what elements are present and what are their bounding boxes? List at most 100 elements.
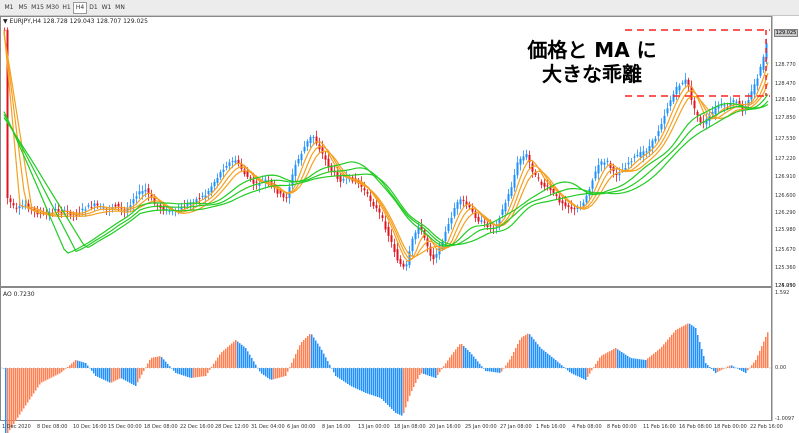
timeframe-h4[interactable]: H4 xyxy=(73,2,87,14)
candle-body xyxy=(735,101,738,103)
time-axis-label: 1 Feb 16:00 xyxy=(536,424,566,430)
candle-body xyxy=(663,115,666,124)
ao-bar xyxy=(69,365,71,368)
ao-bar xyxy=(141,368,143,375)
time-axis-label: 8 Dec 08:00 xyxy=(37,424,68,430)
ao-bar xyxy=(501,368,503,372)
candle-body xyxy=(420,225,423,231)
ma-fast-line xyxy=(3,31,769,260)
timeframe-mn[interactable]: MN xyxy=(115,4,125,11)
candle-body xyxy=(219,172,222,178)
ao-bar xyxy=(311,334,313,368)
ao-bar xyxy=(341,368,343,380)
ao-bar xyxy=(711,368,713,369)
ao-bar xyxy=(175,368,177,373)
candle-body xyxy=(186,203,189,206)
ao-bar xyxy=(3,368,5,369)
ao-bar xyxy=(363,368,365,393)
ao-bar xyxy=(55,368,57,376)
candle-body xyxy=(90,207,93,209)
ao-bar xyxy=(529,334,531,368)
ao-bar xyxy=(679,327,681,368)
ao-bar xyxy=(351,368,353,387)
candle-body xyxy=(189,202,192,205)
candle-body xyxy=(138,191,141,195)
candle-body xyxy=(534,171,537,175)
ao-bar xyxy=(233,341,235,368)
timeframe-w1[interactable]: W1 xyxy=(101,4,112,11)
ao-bar xyxy=(633,358,635,368)
candle-body xyxy=(729,102,732,107)
timeframe-d1[interactable]: D1 xyxy=(89,4,98,11)
ao-bar xyxy=(531,336,533,368)
candle-body xyxy=(624,167,627,170)
ao-bar xyxy=(305,338,307,368)
ao-bar xyxy=(183,368,185,376)
ao-bar xyxy=(667,339,669,368)
candle-body xyxy=(489,225,492,227)
ao-bar xyxy=(49,368,51,379)
candle-body xyxy=(330,165,333,172)
ao-bar xyxy=(765,336,767,368)
candle-body xyxy=(252,179,255,184)
ao-bar xyxy=(279,368,281,378)
time-axis-label: 1 Dec 2020 xyxy=(2,424,31,430)
candle-body xyxy=(582,202,585,206)
ao-bar xyxy=(323,353,325,368)
ao-bar xyxy=(715,368,717,373)
timeframe-m1[interactable]: M1 xyxy=(4,4,14,11)
candle-body xyxy=(405,264,408,267)
ao-bar xyxy=(685,324,687,368)
candle-body xyxy=(684,79,687,84)
ao-bar xyxy=(539,346,541,368)
candle-body xyxy=(429,246,432,256)
ao-bar xyxy=(249,354,251,368)
ao-axis-label: 0.00 xyxy=(775,365,787,371)
ao-bar xyxy=(569,368,571,373)
candle-body xyxy=(432,254,435,260)
ao-bar xyxy=(9,368,11,431)
ao-bar xyxy=(747,368,749,371)
candle-body xyxy=(84,209,87,211)
ao-bar xyxy=(377,368,379,397)
ao-bar xyxy=(655,352,657,368)
time-axis-label: 15 Dec 00:00 xyxy=(108,424,142,430)
ma-fast-line xyxy=(3,29,769,263)
candle-body xyxy=(411,238,414,252)
candle-body xyxy=(417,226,420,234)
ao-bar xyxy=(405,368,407,408)
ao-bar xyxy=(487,368,489,372)
timeframe-h1[interactable]: H1 xyxy=(62,4,71,11)
candle-body xyxy=(480,220,483,222)
ao-bar xyxy=(419,368,421,375)
candle-body xyxy=(711,112,714,115)
candle-body xyxy=(279,190,282,194)
timeframe-m15[interactable]: M15 xyxy=(31,4,44,11)
ao-bar xyxy=(243,346,245,368)
timeframe-m30[interactable]: M30 xyxy=(46,4,59,11)
candle-body xyxy=(300,153,303,161)
candle-body xyxy=(342,178,345,181)
ao-bar xyxy=(383,368,385,401)
ao-bar xyxy=(299,345,301,368)
ao-bar xyxy=(751,365,753,368)
ao-bar xyxy=(241,344,243,368)
timeframe-m5[interactable]: M5 xyxy=(18,4,28,11)
candle-body xyxy=(762,56,765,70)
ao-bar xyxy=(161,357,163,368)
ma-slow-line xyxy=(3,103,769,249)
ao-bar xyxy=(231,343,233,368)
ao-bar xyxy=(521,337,523,368)
ao-bar xyxy=(701,349,703,368)
candle-body xyxy=(558,196,561,203)
ao-bar xyxy=(329,364,331,368)
ao-bar xyxy=(645,360,647,368)
candle-body xyxy=(672,94,675,102)
ao-bar xyxy=(33,368,35,394)
ao-bar xyxy=(519,340,521,368)
ao-bar xyxy=(379,368,381,398)
ao-bar xyxy=(7,368,9,433)
candle-body xyxy=(462,199,465,201)
time-axis-label: 20 Jan 16:00 xyxy=(429,424,461,430)
